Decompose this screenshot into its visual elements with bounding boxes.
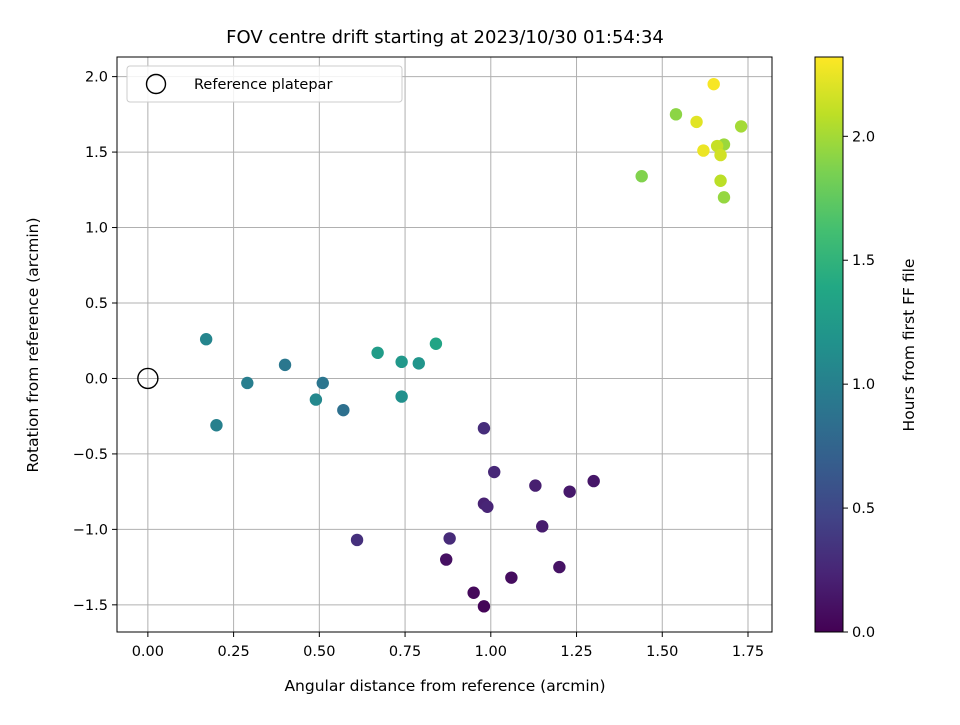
- data-point: [635, 170, 648, 183]
- x-tick-label: 0.75: [389, 644, 421, 660]
- data-point: [505, 571, 518, 584]
- data-point: [241, 376, 254, 390]
- colorbar-tick-label: 2.0: [852, 129, 875, 145]
- x-tick-label: 0.25: [217, 644, 249, 660]
- data-point: [553, 560, 566, 574]
- y-tick-label: −1.5: [73, 598, 108, 614]
- x-axis-ticks: 0.00 0.25 0.50 0.75 1.00 1.25 1.50 1.75: [132, 632, 764, 660]
- legend-marker-open-circle: [145, 73, 167, 95]
- data-point: [199, 333, 213, 346]
- data-point: [563, 485, 576, 498]
- data-point: [350, 533, 364, 547]
- colorbar-frame: [814, 56, 844, 633]
- colorbar-fill: [815, 57, 843, 632]
- data-point: [488, 465, 501, 479]
- colorbar-ticks: 0.0 0.5 1.0 1.5 2.0: [843, 129, 875, 641]
- x-tick-label: 0.50: [303, 644, 335, 660]
- grid-lines: [117, 57, 772, 632]
- x-tick-label: 1.25: [560, 644, 592, 660]
- data-point: [440, 553, 453, 566]
- data-point: [707, 77, 720, 91]
- data-point: [429, 337, 443, 350]
- y-tick-label: 0.0: [85, 371, 108, 387]
- data-point: [717, 191, 731, 204]
- data-point: [371, 346, 384, 360]
- plot-area-frame: [116, 56, 773, 633]
- data-point: [278, 358, 292, 372]
- data-point: [697, 144, 710, 157]
- data-point: [443, 532, 456, 545]
- x-axis-label: Angular distance from reference (arcmin): [284, 677, 605, 695]
- data-point: [690, 115, 703, 129]
- x-tick-label: 1.00: [475, 644, 507, 660]
- data-point: [395, 390, 408, 403]
- reference-point: [137, 367, 159, 390]
- y-axis-label: Rotation from reference (arcmin): [24, 217, 42, 472]
- chart-title: FOV centre drift starting at 2023/10/30 …: [226, 27, 664, 48]
- data-point: [477, 422, 491, 435]
- legend-label: Reference platepar: [194, 77, 332, 93]
- data-point: [337, 403, 350, 417]
- colorbar-tick-label: 1.0: [852, 377, 875, 393]
- data-point: [669, 108, 683, 121]
- x-tick-label: 1.50: [646, 644, 678, 660]
- data-point: [587, 474, 600, 488]
- data-point: [536, 520, 549, 533]
- data-point: [529, 479, 542, 492]
- colorbar-tick-label: 1.5: [852, 253, 875, 269]
- reference-marker: [137, 367, 159, 390]
- data-point: [412, 357, 425, 370]
- y-tick-label: 0.5: [85, 296, 108, 312]
- y-tick-label: −1.0: [73, 522, 108, 538]
- colorbar-label: Hours from first FF file: [900, 259, 918, 432]
- x-tick-label: 0.00: [132, 644, 164, 660]
- y-tick-label: 1.0: [85, 221, 108, 237]
- data-point: [734, 120, 748, 133]
- x-tick-label: 1.75: [732, 644, 764, 660]
- y-tick-label: 1.5: [85, 145, 108, 161]
- y-tick-label: 2.0: [85, 70, 108, 86]
- data-point: [316, 376, 329, 390]
- data-point: [210, 419, 223, 432]
- colorbar-tick-label: 0.5: [852, 501, 875, 517]
- data-point: [309, 393, 323, 406]
- colorbar: 0.0 0.5 1.0 1.5 2.0 Hours from first FF file: [814, 56, 918, 641]
- data-point: [714, 148, 727, 162]
- data-point: [395, 355, 408, 369]
- y-tick-label: −0.5: [73, 447, 108, 463]
- data-point: [477, 600, 491, 613]
- data-point: [714, 174, 727, 187]
- colorbar-tick-label: 0.0: [852, 625, 875, 641]
- data-points: [199, 77, 748, 613]
- data-point: [481, 500, 494, 513]
- legend: Reference platepar: [126, 65, 403, 103]
- legend-box: [126, 65, 403, 103]
- y-axis-ticks: −1.5 −1.0 −0.5 0.0 0.5 1.0 1.5 2.0: [73, 70, 117, 614]
- data-point: [467, 586, 480, 599]
